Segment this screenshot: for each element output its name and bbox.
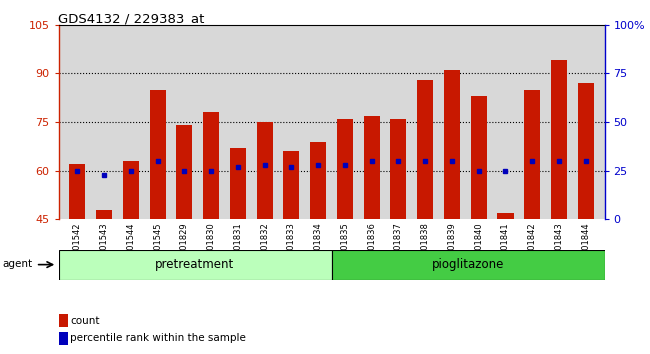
- Bar: [391, 119, 406, 219]
- Bar: [69, 164, 85, 219]
- Bar: [524, 90, 540, 219]
- Text: pioglitazone: pioglitazone: [432, 258, 504, 271]
- Bar: [417, 80, 433, 219]
- Bar: [471, 96, 487, 219]
- Bar: [123, 161, 139, 219]
- Bar: [257, 122, 272, 219]
- Bar: [96, 210, 112, 219]
- Bar: [283, 152, 300, 219]
- Bar: [551, 61, 567, 219]
- Text: GDS4132 / 229383_at: GDS4132 / 229383_at: [58, 12, 205, 25]
- Text: agent: agent: [2, 259, 32, 269]
- Bar: [497, 213, 514, 219]
- Bar: [578, 83, 594, 219]
- Text: pretreatment: pretreatment: [155, 258, 235, 271]
- Bar: [203, 113, 219, 219]
- Text: count: count: [70, 316, 99, 326]
- Bar: [150, 90, 166, 219]
- Bar: [337, 119, 353, 219]
- Bar: [332, 250, 604, 280]
- Bar: [363, 116, 380, 219]
- Bar: [444, 70, 460, 219]
- Bar: [310, 142, 326, 219]
- Text: percentile rank within the sample: percentile rank within the sample: [70, 333, 246, 343]
- Bar: [58, 250, 332, 280]
- Bar: [176, 125, 192, 219]
- Bar: [230, 148, 246, 219]
